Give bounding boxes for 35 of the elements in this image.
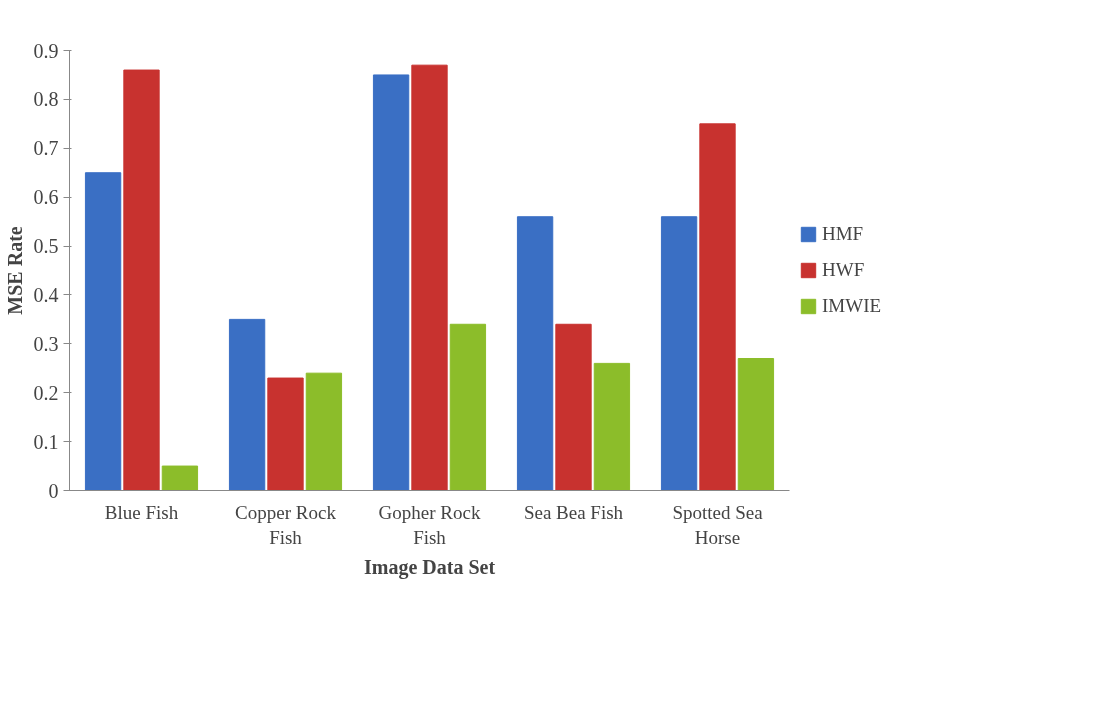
y-tick-label: 0.7	[33, 137, 59, 160]
legend-label: HMF	[822, 223, 864, 245]
bar	[699, 123, 736, 491]
legend-label: IMWIE	[822, 295, 882, 317]
bar	[161, 465, 199, 491]
y-tick-label: 0.9	[33, 39, 59, 62]
y-tick-label: 0.2	[33, 381, 59, 404]
bar	[449, 323, 487, 491]
bar	[411, 64, 448, 491]
y-tick-label: 0.4	[33, 283, 59, 306]
bar	[84, 172, 122, 491]
y-tick-label: 0.1	[33, 430, 59, 453]
bar	[660, 216, 698, 491]
x-tick-label: Sea Bea Fish	[523, 501, 624, 523]
x-tick-label: Copper Rock Fish	[235, 501, 337, 548]
bar	[228, 318, 266, 491]
y-tick-label: 0	[48, 479, 59, 502]
x-tick-label: Blue Fish	[104, 501, 179, 523]
bar	[267, 377, 304, 491]
bar	[516, 216, 554, 491]
bar	[737, 358, 775, 491]
y-tick-label: 0.6	[33, 186, 59, 209]
legend-label: HWF	[822, 259, 865, 281]
y-axis-title: MSE Rate	[3, 226, 26, 315]
bar	[123, 69, 160, 491]
bar	[593, 362, 631, 491]
y-tick-label: 0.8	[33, 88, 59, 111]
bar	[372, 74, 410, 491]
bar	[555, 323, 592, 491]
x-tick-label: Spotted Sea Horse	[672, 501, 764, 548]
x-axis-title: Image Data Set	[363, 555, 496, 579]
x-tick-label: Gopher Rock Fish	[378, 501, 481, 548]
bar	[305, 372, 343, 491]
y-tick-label: 0.3	[33, 332, 59, 355]
y-tick-label: 0.5	[33, 235, 59, 258]
